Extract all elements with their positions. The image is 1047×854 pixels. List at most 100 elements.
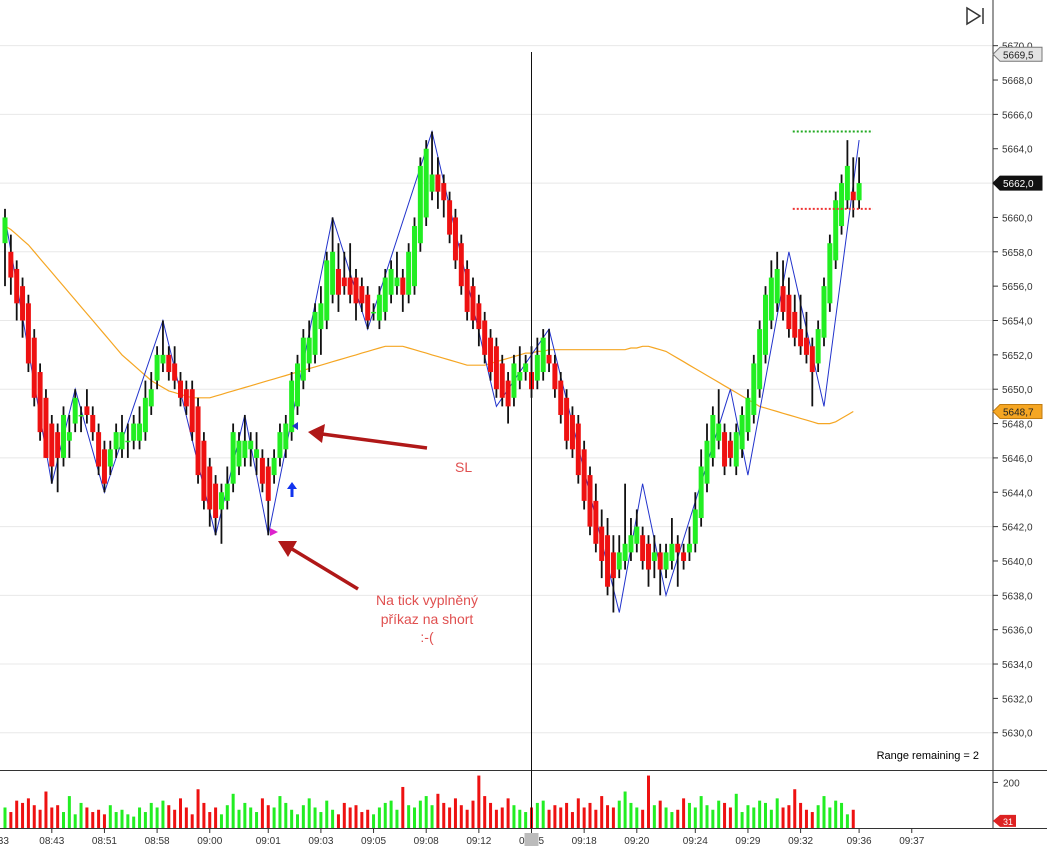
candle-body-down [610,552,616,579]
candle-body-down [798,329,804,347]
volume-bar [85,807,89,828]
candle [581,440,587,510]
candle-body-up [312,311,318,355]
volume-bar [319,812,323,828]
candle-body-down [90,414,96,433]
candle-body-down [49,423,55,467]
candle [710,406,716,467]
volume-bar [26,798,30,828]
price-marker-label: 5669,5 [1003,50,1034,61]
candle [72,389,78,433]
volume-bar [448,807,452,828]
candle [686,526,692,561]
candle [792,294,798,347]
volume-bar [442,802,446,828]
candle-body-down [166,354,172,373]
candle-body-down [335,268,341,295]
volume-bar [828,807,832,828]
candle-body-down [20,286,26,321]
play-end-icon[interactable] [966,6,982,26]
candle-body-up [710,414,716,458]
candle [31,329,37,407]
volume-bar [360,812,364,828]
candle [259,449,265,493]
candle [827,234,833,312]
x-tick-label: 09:08 [414,836,439,847]
candle-body-down [441,183,447,201]
candle-body-up [154,354,160,381]
candle [692,492,698,553]
candle-body-down [482,320,488,355]
candle [786,277,792,338]
candle [757,320,763,398]
candle [90,406,96,441]
volume-bar [225,805,229,828]
x-tick-label: 09:20 [624,836,649,847]
candles [2,131,862,613]
candle [148,372,154,415]
candle-body-up [131,423,137,441]
candle [119,414,125,458]
candle [178,372,183,407]
x-tick-label: 08:51 [92,836,117,847]
candle [727,432,733,467]
candle-body-up [324,260,330,321]
x-tick-label: 8:33 [0,836,9,847]
y-tick-label: 5654,0 [1002,317,1033,328]
volume-bar [73,814,77,828]
candle [84,389,90,424]
volume-bar [50,807,54,828]
candle [675,535,681,587]
candle-body-down [96,432,102,467]
volume-bar [336,814,340,828]
volume-bar [518,809,522,828]
volume-bar [834,800,838,828]
y-tick-label: 5642,0 [1002,523,1033,534]
scroll-to-end-button[interactable] [962,4,988,28]
candle [172,346,178,390]
volume-bar [699,796,703,828]
candle-body-up [844,165,850,201]
candle-body-down [353,277,359,304]
volume-bar [822,796,826,828]
candle [657,543,663,596]
candle [406,243,412,304]
volume-bar [553,805,557,828]
candle-body-down [195,406,201,476]
candle [2,208,8,287]
candle [722,423,728,476]
candle [271,449,277,484]
volume-bar [208,812,212,828]
candle-body-up [242,440,248,458]
candle [716,389,722,450]
volume-bar [155,807,159,828]
volume-bar [231,793,235,828]
y-tick-label: 5632,0 [1002,694,1033,705]
candle-body-down [341,277,347,287]
candle-body-up [277,432,283,458]
candle [183,380,189,415]
candle [833,191,839,269]
candle-body-up [248,440,254,450]
candle [499,354,505,407]
candle [768,260,774,330]
volume-bar [512,805,516,828]
volume-bar [804,809,808,828]
candle-body-down [569,414,575,450]
volume-bar [629,802,633,828]
volume-bar [108,805,112,828]
volume-panel: 200 31 [3,775,1020,828]
candle [429,131,435,201]
candle-body-up [142,397,148,433]
volume-bar [278,796,282,828]
candle-body-up [651,552,657,561]
candle [96,423,102,476]
note-arrow [291,547,359,591]
candle-body-down [605,535,611,587]
y-tick-label: 5658,0 [1002,248,1033,259]
volume-bar [682,798,686,828]
candle-body-down [657,552,663,570]
candle-body-down [786,294,792,330]
